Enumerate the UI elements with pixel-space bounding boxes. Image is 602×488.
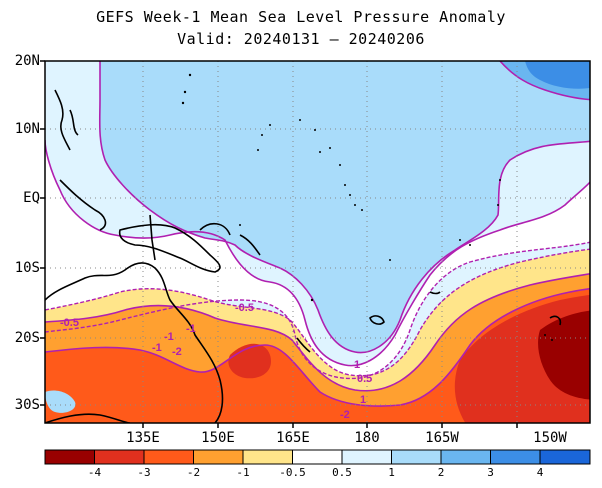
lat-label: 10S: [14, 260, 40, 276]
contour-label: -2: [340, 409, 350, 421]
colorbar-swatch: [243, 450, 293, 464]
lon-label: 165E: [276, 430, 310, 446]
contour-label: -0.5: [60, 317, 79, 329]
chart-subtitle: Valid: 20240131 – 20240206: [177, 30, 425, 48]
positive-anomaly-region: [99, 61, 590, 353]
lat-label: 30S: [14, 397, 40, 413]
contour-label: -1: [186, 323, 196, 335]
lat-label: 10N: [14, 121, 40, 137]
lon-label: 165W: [425, 430, 459, 446]
lon-label: 180: [354, 430, 380, 446]
lon-label: 135E: [126, 430, 160, 446]
lon-label: 150W: [533, 430, 567, 446]
colorbar: [44, 449, 591, 465]
colorbar-label: 1: [388, 466, 395, 479]
contour-label: 1: [354, 359, 360, 371]
colorbar-label: 3: [487, 466, 494, 479]
contour-label: 0.5: [357, 373, 372, 385]
colorbar-label: 0.5: [332, 466, 352, 479]
contour-label: -1: [152, 342, 162, 354]
colorbar-label: -4: [87, 466, 102, 479]
map-frame: [44, 60, 591, 424]
colorbar-label: -0.5: [279, 466, 306, 479]
colorbar-swatch: [490, 450, 540, 464]
colorbar-swatch: [540, 450, 590, 464]
colorbar-swatch: [94, 450, 144, 464]
axis-ticks: [40, 60, 518, 428]
colorbar-swatch: [144, 450, 194, 464]
lat-label: 20S: [14, 330, 40, 346]
contour-label: -1: [164, 331, 174, 343]
contour-lines: [45, 61, 590, 407]
lon-label: 150E: [201, 430, 235, 446]
contour-label: 1: [360, 394, 366, 406]
contour-label: -2: [172, 346, 182, 358]
colorbar-swatch: [193, 450, 243, 464]
lat-label: EQ: [23, 190, 40, 206]
contour-label: -0.5: [235, 302, 254, 314]
colorbar-swatch: [292, 450, 342, 464]
coastlines: [45, 89, 562, 423]
lat-label: 20N: [14, 53, 40, 69]
colorbar-swatch: [391, 450, 441, 464]
small-islands: [181, 73, 553, 341]
colorbar-label: -2: [186, 466, 201, 479]
colorbar-label: -1: [236, 466, 250, 479]
colorbar-label: 2: [437, 466, 445, 479]
colorbar-label: -3: [137, 466, 151, 479]
colorbar-swatch: [441, 450, 491, 464]
colorbar-swatch: [342, 450, 392, 464]
chart-title: GEFS Week-1 Mean Sea Level Pressure Anom…: [96, 8, 506, 26]
colorbar-label: 4: [536, 466, 544, 479]
colorbar-swatch: [45, 450, 95, 464]
map-plot-area: -0.5 -0.5 -1 -1 -2 1 0.5 1 -2 -1: [45, 61, 590, 423]
gridlines: [45, 61, 590, 423]
contour-labels: -0.5 -0.5 -1 -1 -2 1 0.5 1 -2 -1: [60, 302, 372, 421]
